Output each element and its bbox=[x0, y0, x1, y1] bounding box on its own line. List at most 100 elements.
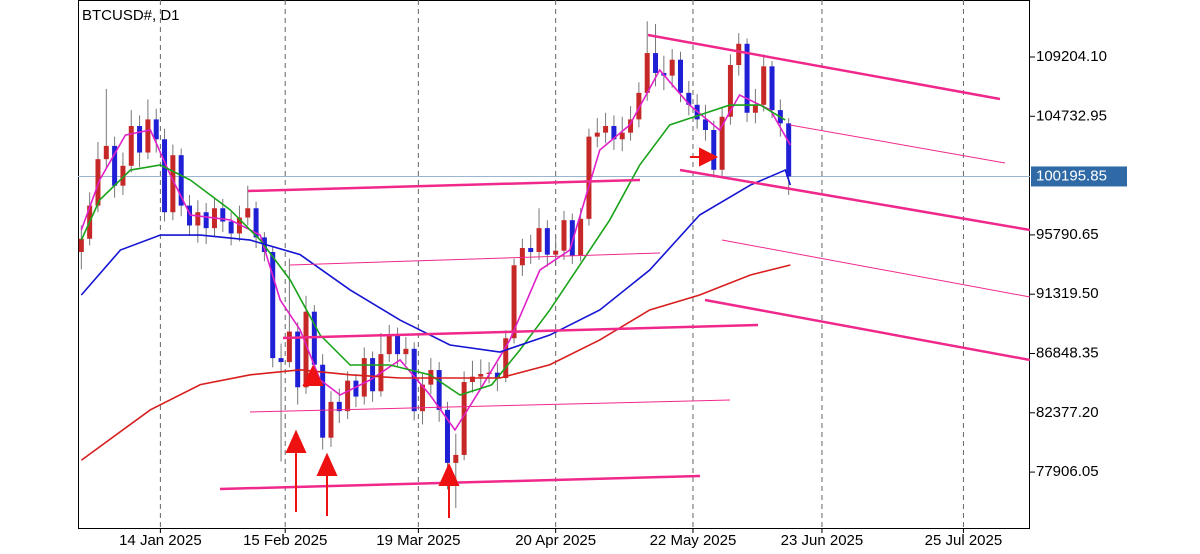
candle-body bbox=[553, 250, 559, 255]
candle-body bbox=[744, 43, 750, 113]
candle-body bbox=[478, 374, 484, 377]
candle-body bbox=[120, 165, 126, 186]
candle-body bbox=[386, 334, 392, 355]
candle-body bbox=[769, 66, 775, 111]
candle-body bbox=[153, 119, 159, 140]
arrow-head bbox=[438, 462, 460, 486]
trend-line bbox=[219, 474, 701, 491]
candle-body bbox=[669, 59, 675, 76]
candle-body bbox=[511, 265, 517, 339]
y-tick-label: 82377.20 bbox=[1036, 404, 1099, 421]
candle-body bbox=[203, 212, 209, 229]
candle-body bbox=[236, 217, 242, 234]
candle-body bbox=[469, 376, 475, 382]
candle-body bbox=[594, 132, 600, 137]
candle-body bbox=[170, 155, 176, 213]
y-tick-label: 86848.35 bbox=[1036, 344, 1099, 361]
candle-body bbox=[403, 348, 409, 355]
arrow-head bbox=[302, 364, 324, 386]
candle-body bbox=[544, 228, 550, 255]
candle-body bbox=[103, 145, 109, 160]
candle-body bbox=[752, 104, 758, 113]
candle-body bbox=[270, 252, 276, 359]
indicators bbox=[80, 68, 792, 461]
candle-body bbox=[78, 238, 84, 253]
candle-body bbox=[503, 338, 509, 379]
candle-body bbox=[578, 218, 584, 256]
arrows bbox=[285, 147, 719, 518]
moving-average bbox=[80, 168, 792, 353]
candle-body bbox=[519, 248, 525, 266]
x-tick-label: 15 Feb 2025 bbox=[243, 532, 327, 549]
candle-body bbox=[353, 380, 359, 397]
candle-body bbox=[677, 59, 683, 93]
candle-body bbox=[727, 65, 733, 117]
candle-body bbox=[295, 331, 301, 388]
candle-body bbox=[370, 358, 376, 392]
candle-body bbox=[178, 155, 184, 206]
candle-body bbox=[461, 381, 467, 455]
candle-body bbox=[569, 220, 575, 256]
candle-body bbox=[444, 409, 450, 463]
arrow-head bbox=[316, 452, 338, 476]
trend-line bbox=[704, 298, 1031, 362]
candle-body bbox=[702, 119, 708, 130]
candle-body bbox=[245, 208, 251, 218]
candle-body bbox=[536, 228, 542, 253]
candle-body bbox=[286, 331, 292, 363]
arrow-head bbox=[699, 147, 719, 167]
trend-line bbox=[289, 252, 661, 266]
candle-body bbox=[786, 123, 792, 177]
price-label: 100195.85 bbox=[1036, 167, 1107, 184]
candle-body bbox=[686, 92, 692, 105]
candle-body bbox=[619, 132, 625, 140]
candle-body bbox=[494, 372, 500, 379]
y-tick-label: 104732.95 bbox=[1036, 107, 1107, 124]
candle-body bbox=[653, 53, 659, 73]
x-tick-label: 19 Mar 2025 bbox=[376, 532, 460, 549]
candle-body bbox=[611, 126, 617, 140]
x-tick-label: 20 Apr 2025 bbox=[515, 532, 596, 549]
candle-body bbox=[145, 119, 151, 153]
candle-body bbox=[736, 43, 742, 66]
candle-body bbox=[220, 208, 226, 222]
candle-body bbox=[528, 248, 534, 253]
candle-body bbox=[195, 212, 201, 226]
plot-frame bbox=[78, 0, 1030, 529]
candle-body bbox=[228, 221, 234, 234]
trend-lines bbox=[219, 33, 1031, 491]
candle-body bbox=[395, 334, 401, 355]
trend-line bbox=[247, 178, 641, 193]
candle-body bbox=[128, 126, 134, 166]
candle-body bbox=[328, 401, 334, 438]
candle-body bbox=[345, 380, 351, 412]
candle-body bbox=[112, 145, 118, 186]
trend-line bbox=[789, 124, 1006, 164]
candles bbox=[78, 21, 792, 508]
candle-body bbox=[436, 370, 442, 410]
candle-body bbox=[586, 136, 592, 219]
moving-average bbox=[80, 68, 792, 432]
x-tick-label: 22 May 2025 bbox=[650, 532, 737, 549]
candle-body bbox=[336, 401, 342, 412]
candle-body bbox=[644, 53, 650, 93]
y-tick-label: 91319.50 bbox=[1036, 285, 1099, 302]
candle-body bbox=[162, 139, 168, 213]
arrow-head bbox=[285, 429, 307, 453]
candle-body bbox=[603, 126, 609, 133]
candle-body bbox=[253, 208, 259, 238]
x-tick-label: 14 Jan 2025 bbox=[119, 532, 202, 549]
trend-line bbox=[721, 239, 1031, 298]
trend-line bbox=[282, 323, 759, 340]
moving-average bbox=[80, 104, 786, 396]
price-tag bbox=[1031, 166, 1127, 187]
y-tick-label: 109204.10 bbox=[1036, 48, 1107, 65]
trend-line bbox=[647, 33, 1001, 101]
moving-average bbox=[80, 264, 791, 461]
x-tick-label: 25 Jul 2025 bbox=[925, 532, 1003, 549]
chart-title: BTCUSD#, D1 bbox=[82, 7, 180, 24]
candle-body bbox=[320, 364, 326, 438]
trend-line bbox=[249, 399, 731, 413]
trend-line bbox=[679, 168, 1031, 232]
candle-body bbox=[187, 205, 193, 226]
